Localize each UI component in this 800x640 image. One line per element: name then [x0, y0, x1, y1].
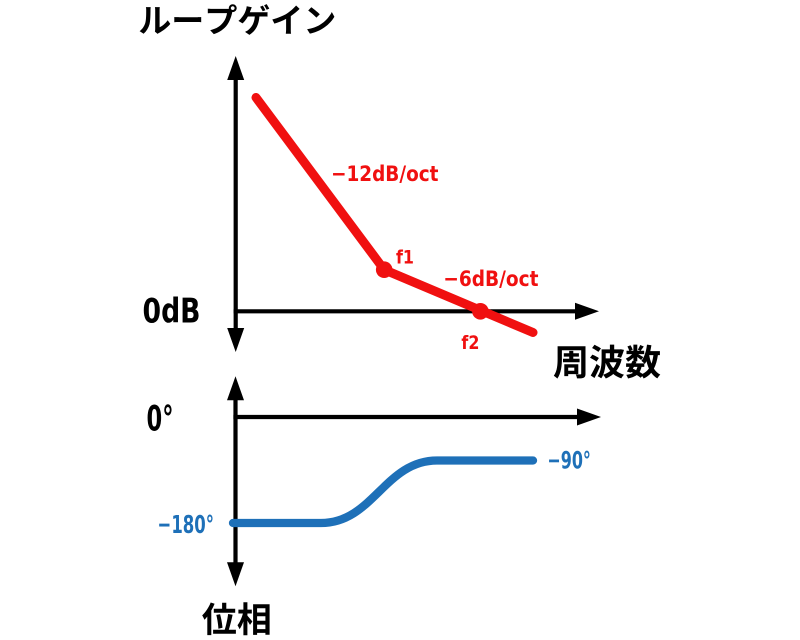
- phase-title: 位相: [202, 602, 270, 636]
- frequency-label-glyphs: [553, 344, 661, 379]
- minus-90-label: −90°: [547, 447, 591, 475]
- phase-x-axis: [233, 408, 601, 426]
- gain-y-axis-down-arrow-icon: [227, 328, 245, 352]
- gain-plot: ループゲイン 0dB −12dB/oct f1 −6dB/oct f2 周波数: [139, 4, 661, 379]
- phase-curve: [228, 456, 538, 528]
- gain-title: ループゲイン: [139, 4, 335, 35]
- gain-x-axis-arrow-icon: [575, 302, 599, 320]
- f2-marker-dot: [472, 303, 489, 320]
- gain-x-axis: [233, 302, 599, 320]
- phase-x-axis-arrow-icon: [577, 408, 601, 426]
- f1-label: f1: [396, 247, 414, 269]
- phase-y-axis-up-arrow-icon: [227, 376, 244, 401]
- gain-x-axis-label: 周波数: [553, 344, 661, 379]
- slope-6db-label: −6dB/oct: [443, 267, 538, 292]
- minus-180-label: −180°: [158, 510, 215, 539]
- gain-y-axis: [227, 56, 245, 352]
- zero-db-label: 0dB: [143, 292, 201, 331]
- f2-label: f2: [461, 332, 479, 354]
- gain-y-axis-up-arrow-icon: [227, 56, 245, 80]
- f1-marker-dot: [375, 261, 393, 279]
- phase-y-axis: [227, 376, 244, 587]
- phase-plot: 0° −180° −90° 位相: [147, 376, 601, 636]
- slope-12db-label: −12dB/oct: [331, 162, 439, 187]
- gain-title-glyphs: [139, 4, 335, 35]
- zero-deg-label: 0°: [147, 400, 174, 440]
- phase-title-glyphs: [202, 602, 270, 636]
- phase-y-axis-down-arrow-icon: [227, 562, 244, 587]
